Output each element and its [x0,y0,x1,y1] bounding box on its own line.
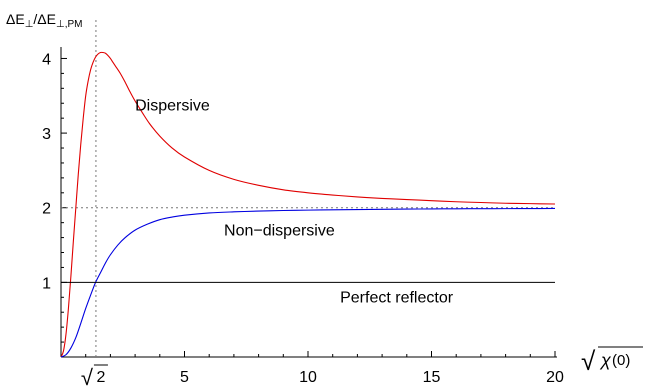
x-title-chi: χ [599,350,612,370]
y-title-sub: ⊥ [25,19,34,30]
y-tick-label: 1 [42,275,51,292]
y-title-sub2: ⊥,PM [56,19,83,30]
y-tick-label: 2 [42,201,51,218]
x-title-radical: √ [581,346,596,376]
annotation-label: Perfect reflector [340,290,454,307]
series-group [60,51,556,358]
annotation-label: Non−dispersive [224,222,335,239]
x-title-arg: (0) [612,352,630,369]
annotation-label: Dispersive [135,98,210,115]
series-line-dispersive [60,51,556,358]
x-tick-label: 10 [299,369,317,386]
x-tick-label: 5 [180,369,189,386]
y-title-slash: /ΔE [33,11,56,27]
x-tick-label: 2 [96,369,105,386]
y-title-main: ΔE [6,11,25,27]
x-tick-label-sqrt2: √ 2 [81,364,108,389]
reference-lines [61,19,555,357]
x-tick-label: 15 [423,369,441,386]
annotations: Dispersive Non−dispersive Perfect reflecto… [135,98,454,307]
y-axis-title: ΔE⊥/ΔE⊥,PM [6,11,83,30]
y-tick-label: 4 [42,51,51,68]
series-line-non-dispersive [60,207,556,358]
x-tick-label: 20 [546,369,564,386]
x-axis-title: √ χ (0) [581,346,643,376]
x-tick-radical: √ [81,365,94,389]
y-tick-label: 3 [42,126,51,143]
